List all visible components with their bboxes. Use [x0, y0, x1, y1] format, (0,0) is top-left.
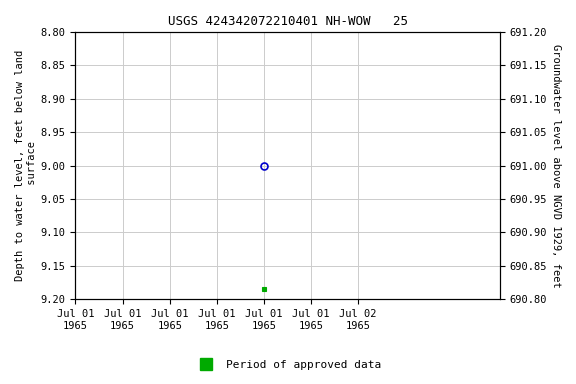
Title: USGS 424342072210401 NH-WOW   25: USGS 424342072210401 NH-WOW 25 — [168, 15, 408, 28]
Y-axis label: Depth to water level, feet below land
 surface: Depth to water level, feet below land su… — [15, 50, 37, 281]
Y-axis label: Groundwater level above NGVD 1929, feet: Groundwater level above NGVD 1929, feet — [551, 44, 561, 288]
Legend: Period of approved data: Period of approved data — [191, 356, 385, 375]
